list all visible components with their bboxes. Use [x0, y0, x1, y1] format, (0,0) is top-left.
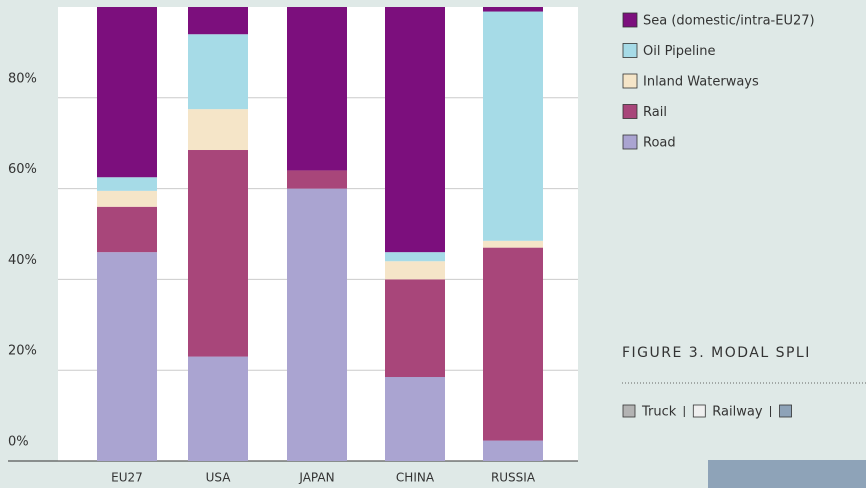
bar-segment [287, 7, 347, 171]
legend-swatch [622, 104, 638, 119]
bar-segment [188, 34, 248, 110]
y-tick-label: 60% [8, 162, 37, 177]
bar-segment [97, 177, 157, 191]
bar-segment [385, 279, 445, 378]
bar-segment [385, 261, 445, 280]
bar-segment [483, 11, 543, 241]
x-tick-label: CHINA [396, 471, 435, 485]
bar-segment [97, 7, 157, 178]
bar-segment [97, 206, 157, 253]
bar-segment [188, 109, 248, 151]
legend-swatch [779, 404, 792, 418]
legend-swatch [622, 404, 636, 418]
legend-label: Rail [643, 105, 667, 120]
legend-label: Oil Pipeline [643, 44, 715, 59]
bar-segment [287, 170, 347, 189]
bar-segment [483, 247, 543, 441]
legend-label: Inland Waterways [643, 75, 759, 90]
bar-segment [188, 356, 248, 461]
bar-segment [385, 377, 445, 461]
figure-caption: FIGURE 3. MODAL SPLI [622, 345, 811, 361]
x-tick-label: USA [206, 471, 232, 485]
legend-swatch [622, 12, 638, 28]
bar-segment [385, 7, 445, 253]
x-tick-label: EU27 [111, 471, 143, 485]
bar-segment [97, 190, 157, 207]
button [708, 460, 866, 488]
bar-segment [483, 240, 543, 248]
legend-swatch [622, 134, 638, 150]
legend-label: Sea (domestic/intra-EU27) [643, 14, 815, 29]
legend-swatch [622, 43, 638, 58]
legend-label: Railway [712, 405, 763, 420]
legend-label: Road [643, 136, 676, 151]
legend-label: Truck [641, 405, 677, 420]
bar-segment [97, 252, 157, 461]
legend-swatch [692, 404, 706, 418]
bar-segment [385, 252, 445, 262]
y-tick-label: 40% [8, 253, 37, 268]
y-tick-label: 80% [8, 71, 37, 86]
x-tick-label: RUSSIA [491, 471, 536, 485]
bar-segment [483, 440, 543, 461]
bar-segment [188, 7, 248, 35]
bar-segment [287, 188, 347, 461]
y-tick-label: 20% [8, 344, 37, 359]
x-tick-label: JAPAN [298, 471, 334, 485]
y-tick-label: 0% [8, 435, 29, 450]
bar-segment [188, 150, 248, 357]
bar-segment [483, 7, 543, 12]
legend-swatch [622, 73, 638, 89]
